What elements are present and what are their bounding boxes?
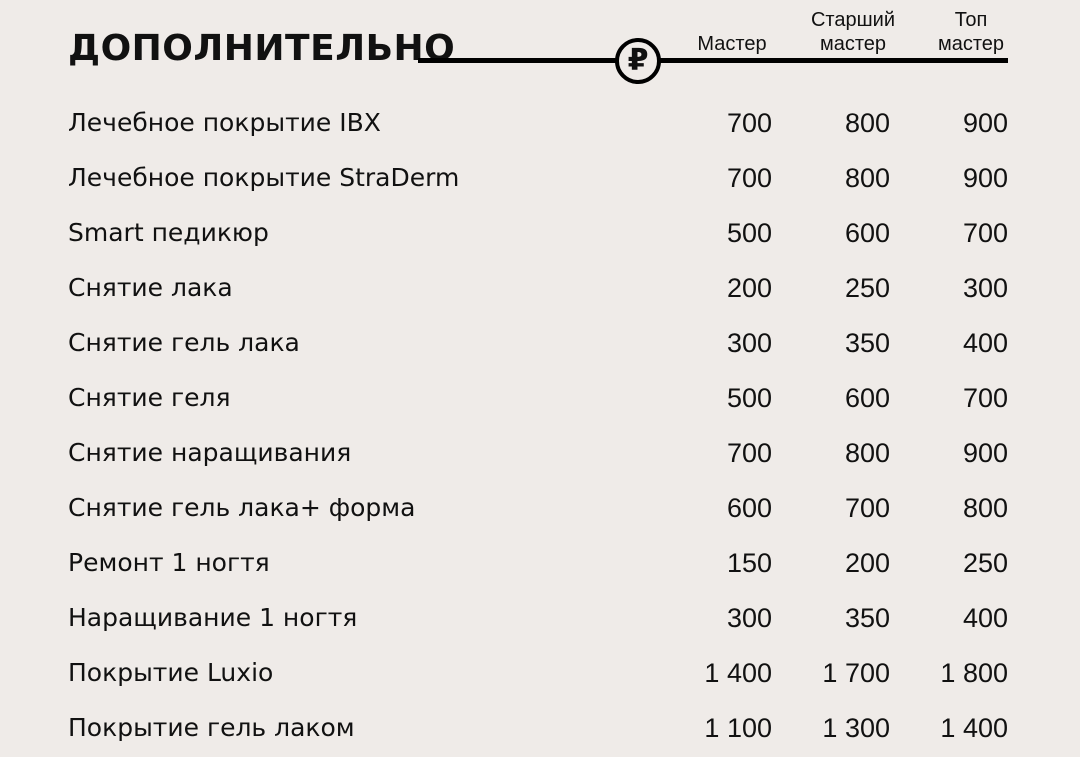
service-name: Smart педикюр — [68, 218, 269, 247]
price-row: Снятие лака 200 250 300 — [68, 273, 1008, 313]
service-name: Снятие лака — [68, 273, 233, 302]
price-row: Покрытие Luxio 1 400 1 700 1 800 — [68, 658, 1008, 698]
header-divider — [418, 58, 1008, 63]
price-cell: 400 — [962, 603, 1008, 633]
price-cell: 350 — [844, 328, 890, 358]
price-row: Снятие геля 500 600 700 — [68, 383, 1008, 423]
price-cell: 200 — [726, 273, 772, 303]
price-cell: 900 — [962, 108, 1008, 138]
price-cell: 250 — [962, 548, 1008, 578]
service-name: Снятие гель лака — [68, 328, 300, 357]
price-cell: 900 — [962, 163, 1008, 193]
price-cell: 1 700 — [822, 658, 890, 688]
price-row: Ремонт 1 ногтя 150 200 250 — [68, 548, 1008, 588]
price-cell: 900 — [962, 438, 1008, 468]
price-row: Снятие наращивания 700 800 900 — [68, 438, 1008, 478]
price-cell: 350 — [844, 603, 890, 633]
price-row: Снятие гель лака+ форма 600 700 800 — [68, 493, 1008, 533]
section-title: ДОПОЛНИТЕЛЬНО — [68, 28, 456, 69]
service-name: Снятие геля — [68, 383, 231, 412]
price-cell: 1 400 — [704, 658, 772, 688]
price-cell: 600 — [844, 383, 890, 413]
price-cell: 500 — [726, 383, 772, 413]
price-row: Smart педикюр 500 600 700 — [68, 218, 1008, 258]
price-cell: 700 — [726, 438, 772, 468]
price-row: Покрытие гель лаком 1 100 1 300 1 400 — [68, 713, 1008, 753]
price-row: Наращивание 1 ногтя 300 350 400 — [68, 603, 1008, 643]
service-name: Покрытие гель лаком — [68, 713, 355, 742]
price-cell: 1 800 — [940, 658, 1008, 688]
price-cell: 800 — [962, 493, 1008, 523]
column-header-senior-master: Старший мастер — [810, 9, 895, 55]
price-cell: 300 — [726, 603, 772, 633]
price-cell: 700 — [726, 163, 772, 193]
price-cell: 700 — [962, 383, 1008, 413]
price-row: Лечебное покрытие StraDerm 700 800 900 — [68, 163, 1008, 203]
price-cell: 300 — [962, 273, 1008, 303]
service-name: Ремонт 1 ногтя — [68, 548, 270, 577]
price-cell: 300 — [726, 328, 772, 358]
price-cell: 600 — [726, 493, 772, 523]
price-cell: 700 — [726, 108, 772, 138]
service-name: Снятие гель лака+ форма — [68, 493, 416, 522]
price-cell: 700 — [962, 218, 1008, 248]
price-row: Снятие гель лака 300 350 400 — [68, 328, 1008, 368]
price-cell: 800 — [844, 163, 890, 193]
price-cell: 400 — [962, 328, 1008, 358]
price-cell: 800 — [844, 438, 890, 468]
price-cell: 700 — [844, 493, 890, 523]
price-cell: 1 100 — [704, 713, 772, 743]
service-name: Лечебное покрытие StraDerm — [68, 163, 460, 192]
column-header-top-master: Топ мастер — [937, 9, 1005, 55]
price-cell: 200 — [844, 548, 890, 578]
price-cell: 800 — [844, 108, 890, 138]
price-cell: 600 — [844, 218, 890, 248]
price-cell: 500 — [726, 218, 772, 248]
price-cell: 150 — [726, 548, 772, 578]
price-cell: 1 300 — [822, 713, 890, 743]
price-cell: 250 — [844, 273, 890, 303]
ruble-icon: ₽ — [615, 38, 661, 84]
service-name: Наращивание 1 ногтя — [68, 603, 358, 632]
service-name: Покрытие Luxio — [68, 658, 274, 687]
price-row: Лечебное покрытие IBX 700 800 900 — [68, 108, 1008, 148]
price-cell: 1 400 — [940, 713, 1008, 743]
service-name: Снятие наращивания — [68, 438, 352, 467]
column-header-master: Мастер — [697, 33, 767, 55]
service-name: Лечебное покрытие IBX — [68, 108, 381, 137]
